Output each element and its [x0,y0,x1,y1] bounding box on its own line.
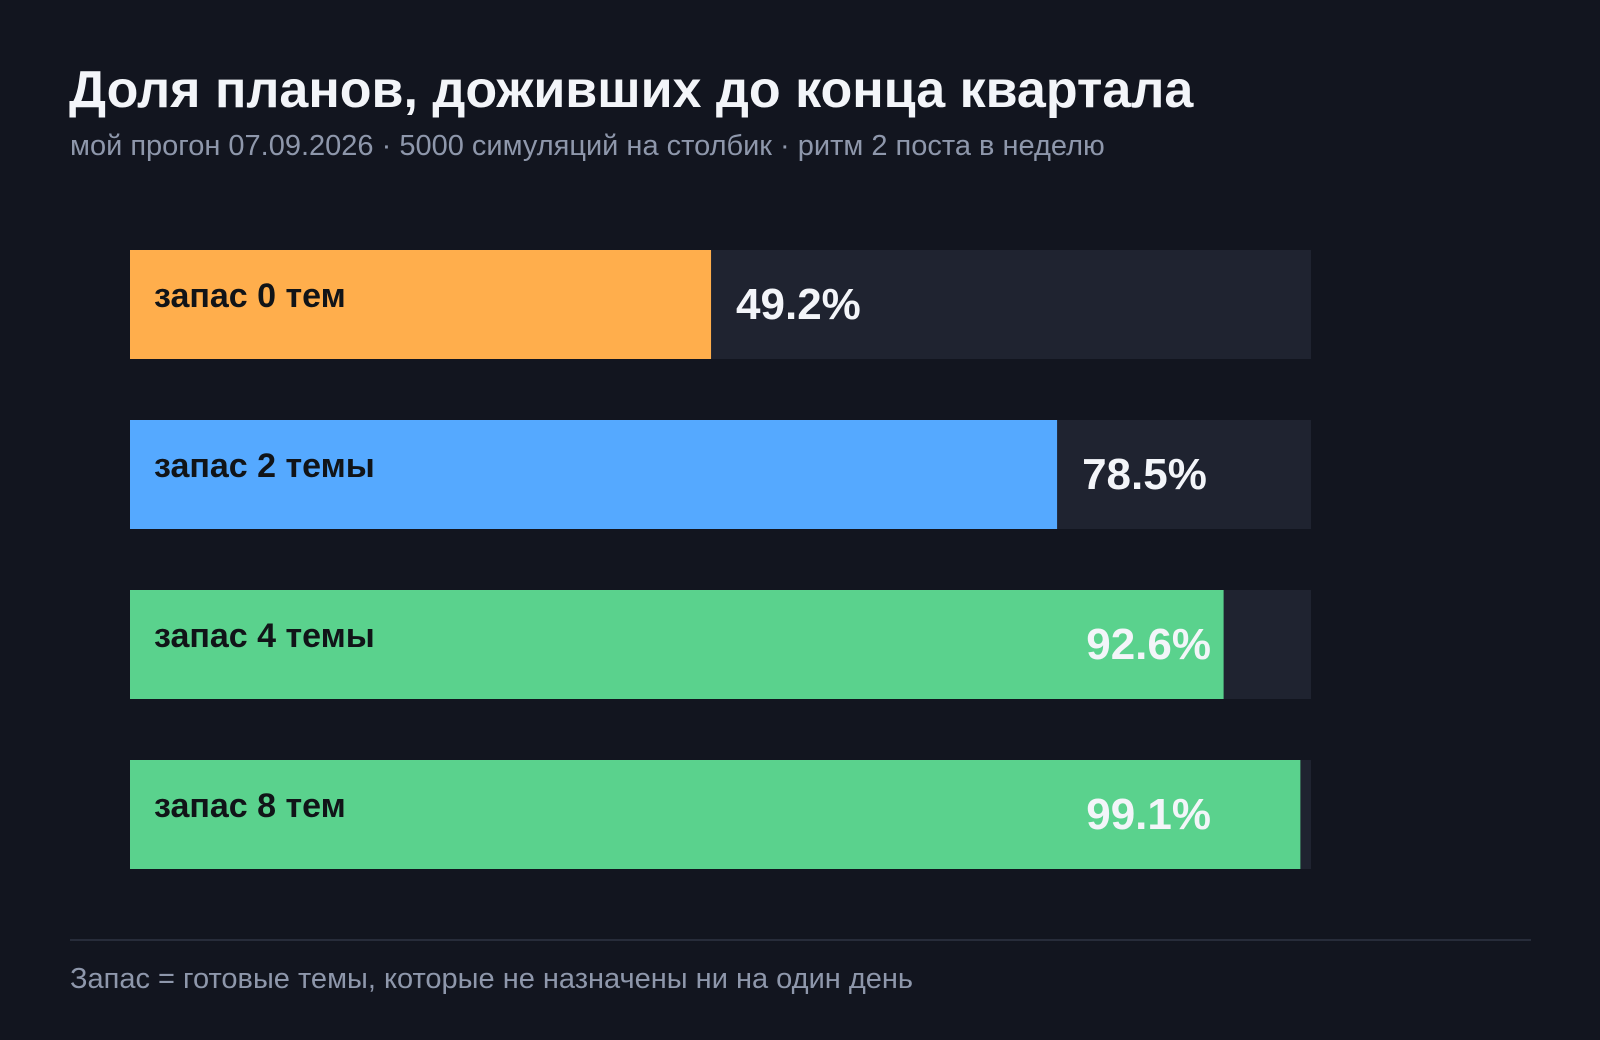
bar [130,420,1058,529]
chart-title: Доля планов, доживших до конца квартала [69,61,1194,119]
bar-category-label: запас 8 тем [154,787,346,825]
bar-row: запас 8 тем 99.1% [130,760,1311,869]
bar-category-label: запас 0 тем [154,277,346,315]
bar [130,760,1301,869]
bar-row: запас 0 тем 49.2% [130,250,1311,359]
bar [130,590,1224,699]
bar [130,250,712,359]
chart-subtitle: мой прогон 07.09.2026 · 5000 симуляций н… [70,130,1105,162]
bar-value-label: 92.6% [1086,620,1211,669]
bar-row: запас 4 темы 92.6% [130,590,1311,699]
bar-row: запас 2 темы 78.5% [130,420,1311,529]
bar-value-label: 99.1% [1086,790,1211,839]
bar-value-label: 78.5% [1082,450,1207,499]
footnote: Запас = готовые темы, которые не назначе… [70,963,914,995]
bar-category-label: запас 4 темы [154,617,375,655]
bar-value-label: 49.2% [736,280,861,329]
footer-divider [70,939,1531,941]
bar-category-label: запас 2 темы [154,447,375,485]
bar-chart: запас 0 тем 49.2% запас 2 темы 78.5% запас 4… [130,250,1311,869]
